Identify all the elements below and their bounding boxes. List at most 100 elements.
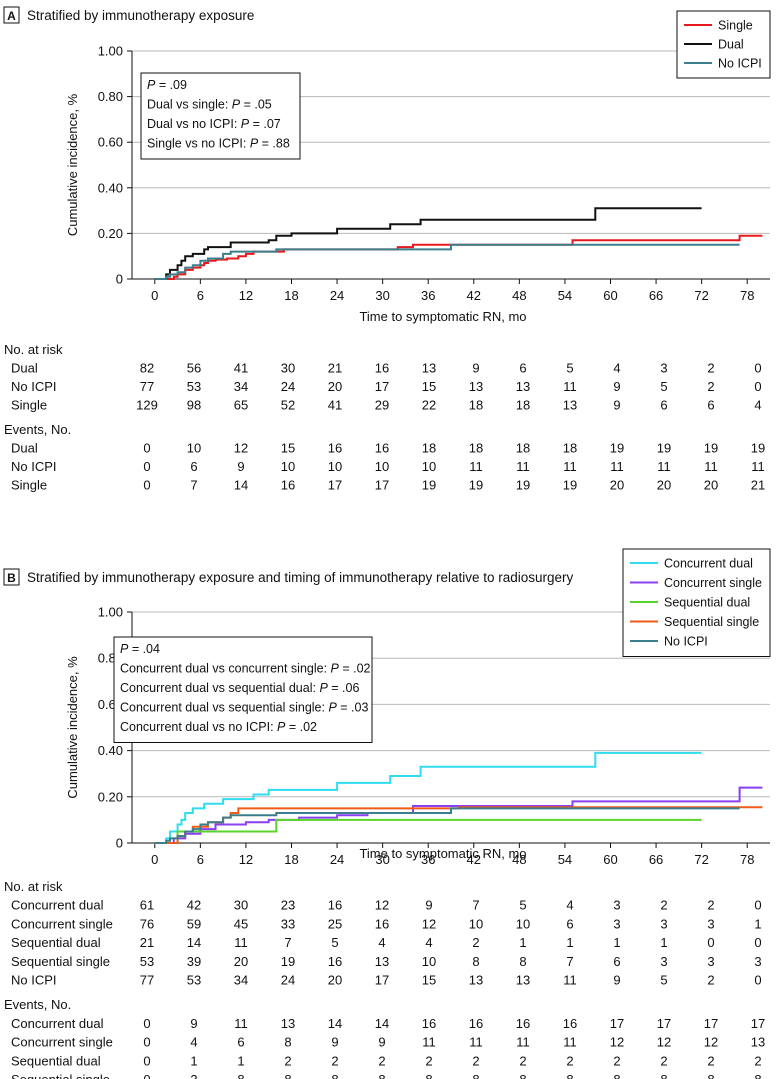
events-cell: 19 [657, 441, 671, 456]
risk-cell: 24 [281, 379, 295, 394]
events-cell: 18 [469, 441, 483, 456]
risk-cell: 7 [566, 954, 573, 969]
risk-cell: 13 [422, 361, 436, 376]
events-cell: 19 [610, 441, 624, 456]
events-cell: 6 [190, 459, 197, 474]
pvalue-value: = .88 [258, 137, 290, 151]
risk-cell: 1 [613, 935, 620, 950]
events-cell: 2 [519, 1053, 526, 1068]
pvalue-comparison: Concurrent dual vs concurrent single: [120, 662, 331, 676]
events-cell: 17 [375, 478, 389, 493]
risk-table-header: No. at risk [4, 342, 63, 357]
events-row-label: Sequential dual [11, 1053, 101, 1068]
risk-cell: 82 [140, 361, 154, 376]
events-cell: 11 [516, 459, 530, 474]
events-row-label: Dual [11, 441, 38, 456]
risk-cell: 4 [378, 935, 385, 950]
events-cell: 8 [707, 1072, 714, 1079]
events-cell: 2 [566, 1053, 573, 1068]
x-tick-label: 12 [239, 288, 253, 303]
x-tick-label: 36 [421, 852, 435, 867]
risk-cell: 30 [234, 898, 248, 913]
events-cell: 0 [143, 1035, 150, 1050]
y-tick-label: 0.80 [98, 89, 123, 104]
events-cell: 2 [660, 1053, 667, 1068]
events-cell: 18 [422, 441, 436, 456]
risk-cell: 2 [472, 935, 479, 950]
risk-cell: 2 [707, 379, 714, 394]
risk-cell: 2 [707, 361, 714, 376]
risk-cell: 20 [234, 954, 248, 969]
risk-cell: 4 [613, 361, 620, 376]
risk-cell: 34 [234, 379, 248, 394]
events-cell: 11 [704, 459, 718, 474]
risk-table-header: No. at risk [4, 879, 63, 894]
series-line-sequential-dual [154, 818, 702, 844]
pvalue-value: = .04 [128, 642, 160, 656]
risk-cell: 9 [425, 898, 432, 913]
risk-cell: 2 [707, 973, 714, 988]
events-cell: 11 [751, 459, 765, 474]
risk-cell: 5 [660, 973, 667, 988]
risk-cell: 10 [516, 916, 530, 931]
events-row-label: Concurrent single [11, 1035, 113, 1050]
risk-cell: 13 [516, 973, 530, 988]
pvalue-line: Concurrent dual vs concurrent single: P … [120, 662, 371, 676]
panel-b: B Stratified by immunotherapy exposure an… [3, 548, 771, 1079]
events-cell: 6 [237, 1035, 244, 1050]
risk-cell: 19 [281, 954, 295, 969]
events-cell: 17 [751, 1016, 765, 1031]
pvalue-symbol: P [120, 642, 129, 656]
pvalue-comparison: Dual vs single: [147, 98, 232, 112]
events-cell: 9 [378, 1035, 385, 1050]
risk-cell: 21 [328, 361, 342, 376]
events-cell: 7 [190, 478, 197, 493]
risk-cell: 8 [519, 954, 526, 969]
events-cell: 8 [237, 1072, 244, 1079]
x-tick-label: 6 [197, 288, 204, 303]
risk-cell: 17 [375, 379, 389, 394]
events-cell: 11 [516, 1035, 530, 1050]
risk-cell: 12 [375, 898, 389, 913]
events-cell: 8 [754, 1072, 761, 1079]
x-tick-label: 54 [558, 852, 572, 867]
risk-cell: 15 [422, 379, 436, 394]
risk-cell: 6 [613, 954, 620, 969]
events-cell: 0 [143, 1053, 150, 1068]
risk-cell: 1 [519, 935, 526, 950]
risk-cell: 3 [707, 954, 714, 969]
risk-cell: 129 [136, 398, 158, 413]
legend-label: No ICPI [718, 57, 762, 71]
events-cell: 9 [331, 1035, 338, 1050]
events-row-label: Single [11, 478, 47, 493]
events-cell: 20 [657, 478, 671, 493]
pvalue-symbol: P [232, 98, 241, 112]
pvalue-value: = .05 [240, 98, 272, 112]
events-cell: 16 [516, 1016, 530, 1031]
risk-row-label: No ICPI [11, 973, 57, 988]
risk-cell: 3 [707, 916, 714, 931]
risk-cell: 4 [425, 935, 432, 950]
risk-cell: 41 [234, 361, 248, 376]
events-cell: 13 [751, 1035, 765, 1050]
x-tick-label: 66 [649, 288, 663, 303]
x-tick-label: 48 [512, 852, 526, 867]
risk-cell: 1 [754, 916, 761, 931]
panel-title: Stratified by immunotherapy exposure [27, 8, 254, 23]
risk-row-label: Sequential single [11, 954, 110, 969]
legend-label: No ICPI [664, 635, 708, 649]
risk-cell: 13 [469, 973, 483, 988]
events-cell: 16 [281, 478, 295, 493]
events-cell: 18 [563, 441, 577, 456]
y-tick-label: 0 [116, 836, 123, 851]
x-tick-label: 78 [740, 288, 754, 303]
events-cell: 10 [328, 459, 342, 474]
risk-cell: 14 [187, 935, 201, 950]
series-line-no-icpi [154, 243, 740, 280]
pvalue-value: = .02 [339, 662, 371, 676]
events-cell: 0 [143, 459, 150, 474]
series-line-concurrent-dual [154, 751, 702, 844]
legend-label: Concurrent single [664, 576, 762, 590]
pvalue-symbol: P [331, 662, 340, 676]
